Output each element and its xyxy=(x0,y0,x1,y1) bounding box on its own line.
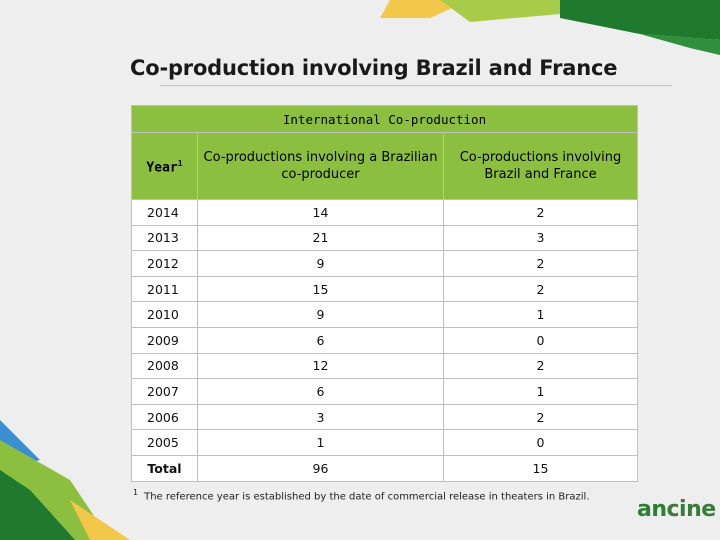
cell-year: 2009 xyxy=(131,326,198,354)
table-row: 2009 6 0 xyxy=(131,326,639,354)
cell-brazilian: 3 xyxy=(197,403,444,431)
table-row: 2007 6 1 xyxy=(131,378,639,405)
table-row: 2006 3 2 xyxy=(131,403,639,431)
table-row: 2005 1 0 xyxy=(131,429,639,456)
col-header-france: Co-productions involving Brazil and Fran… xyxy=(442,132,639,200)
cell-france: 2 xyxy=(442,275,639,303)
total-row: Total 96 15 xyxy=(131,454,639,482)
cell-france: 3 xyxy=(442,224,639,252)
table-row: 2008 12 2 xyxy=(131,352,639,380)
cell-total-brazilian: 96 xyxy=(197,454,444,482)
page-title: Co-production involving Brazil and Franc… xyxy=(130,56,618,80)
cell-france: 1 xyxy=(442,378,639,405)
cell-brazilian: 6 xyxy=(197,378,444,405)
group-header: International Co-production xyxy=(130,105,639,133)
cell-france: 0 xyxy=(442,326,639,354)
cell-year: 2013 xyxy=(131,224,198,252)
table-row: 2014 14 2 xyxy=(131,199,639,226)
cell-brazilian: 9 xyxy=(197,301,444,328)
cell-year: 2011 xyxy=(131,275,198,303)
footnote-text: The reference year is established by the… xyxy=(144,491,590,503)
footnote-marker: 1 xyxy=(177,159,183,169)
table-row: 2010 9 1 xyxy=(131,301,639,328)
cell-brazilian: 15 xyxy=(197,275,444,303)
title-underline xyxy=(160,85,672,86)
cell-total-label: Total xyxy=(131,454,198,482)
col-header-year-label: Year xyxy=(146,160,178,176)
table-row: 2011 15 2 xyxy=(131,275,639,303)
coproduction-table: International Co-production Year1 Co-pro… xyxy=(130,105,639,482)
deco-top-darkgreen-2 xyxy=(640,34,720,55)
deco-top-darkgreen xyxy=(560,0,720,40)
cell-year: 2014 xyxy=(131,199,198,226)
logo-wordmark: ancine xyxy=(637,497,716,522)
col-header-brazilian: Co-productions involving a Brazilian co-… xyxy=(197,132,444,200)
cell-brazilian: 1 xyxy=(197,429,444,456)
table-row: 2012 9 2 xyxy=(131,250,639,277)
cell-year: 2006 xyxy=(131,403,198,431)
cell-france: 2 xyxy=(442,352,639,380)
cell-year: 2007 xyxy=(131,378,198,405)
cell-brazilian: 14 xyxy=(197,199,444,226)
cell-year: 2008 xyxy=(131,352,198,380)
cell-france: 2 xyxy=(442,403,639,431)
cell-brazilian: 21 xyxy=(197,224,444,252)
footnote: 1 The reference year is established by th… xyxy=(133,488,590,502)
deco-bottom-darkgreen xyxy=(0,470,75,540)
table-row: 2013 21 3 xyxy=(131,224,639,252)
cell-total-france: 15 xyxy=(442,454,639,482)
cell-brazilian: 12 xyxy=(197,352,444,380)
cell-year: 2010 xyxy=(131,301,198,328)
cell-brazilian: 9 xyxy=(197,250,444,277)
col-header-year: Year1 xyxy=(131,132,198,200)
cell-france: 2 xyxy=(442,250,639,277)
deco-bottom-yellow xyxy=(70,500,130,540)
logo-part-an: an xyxy=(637,497,667,522)
footnote-number: 1 xyxy=(133,488,139,497)
cell-france: 1 xyxy=(442,301,639,328)
logo-part-cine: cine xyxy=(666,497,717,522)
cell-year: 2005 xyxy=(131,429,198,456)
cell-year: 2012 xyxy=(131,250,198,277)
ancine-logo: ancine xyxy=(637,497,716,525)
cell-france: 2 xyxy=(442,199,639,226)
cell-france: 0 xyxy=(442,429,639,456)
cell-brazilian: 6 xyxy=(197,326,444,354)
